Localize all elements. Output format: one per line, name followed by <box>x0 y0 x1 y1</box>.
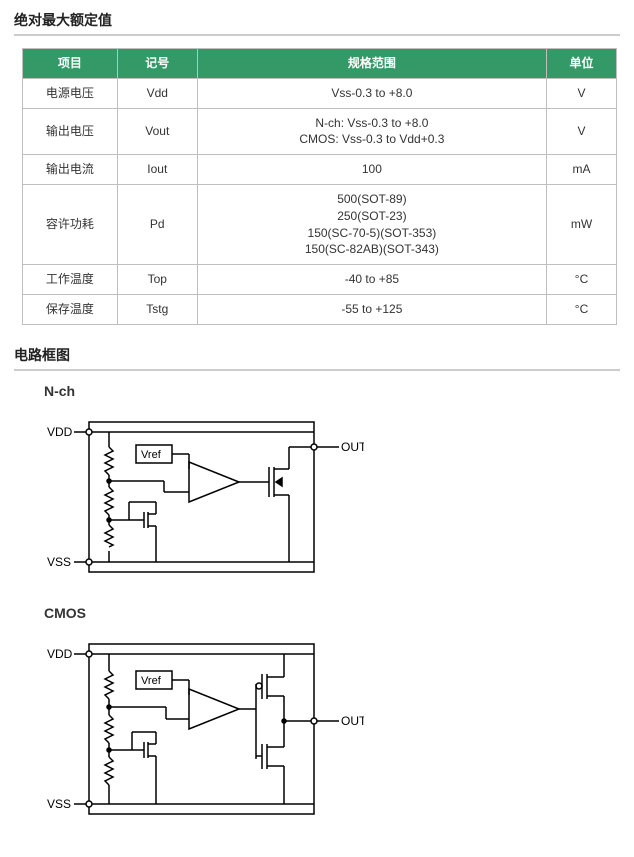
cell-spec: -40 to +85 <box>197 265 546 295</box>
cell-symbol: Pd <box>117 184 197 264</box>
cell-spec: N-ch: Vss-0.3 to +8.0CMOS: Vss-0.3 to Vd… <box>197 108 546 155</box>
cell-unit: V <box>547 108 617 155</box>
cell-unit: V <box>547 78 617 108</box>
cell-unit: °C <box>547 294 617 324</box>
cell-symbol: Vdd <box>117 78 197 108</box>
section-title-ratings: 绝对最大额定值 <box>14 10 620 36</box>
label-vss-cmos: VSS <box>47 797 71 811</box>
th-symbol: 记号 <box>117 49 197 79</box>
cell-spec: Vss-0.3 to +8.0 <box>197 78 546 108</box>
cell-spec: 500(SOT-89)250(SOT-23)150(SC-70-5)(SOT-3… <box>197 184 546 264</box>
table-row: 输出电流Iout100mA <box>23 155 617 185</box>
table-row: 保存温度Tstg-55 to +125°C <box>23 294 617 324</box>
cell-item: 输出电压 <box>23 108 118 155</box>
cell-item: 输出电流 <box>23 155 118 185</box>
diagram-cmos: VDD VSS Vref <box>44 629 620 829</box>
cell-item: 工作温度 <box>23 265 118 295</box>
cell-symbol: Tstg <box>117 294 197 324</box>
diagram-title-nch: N-ch <box>44 383 620 399</box>
label-vdd: VDD <box>47 425 73 439</box>
label-out: OUT <box>341 440 364 454</box>
cell-item: 电源电压 <box>23 78 118 108</box>
label-vref-cmos: Vref <box>141 675 162 687</box>
diagram-nch: VDD VSS Vref <box>44 407 620 587</box>
cell-symbol: Iout <box>117 155 197 185</box>
cell-item: 保存温度 <box>23 294 118 324</box>
cell-item: 容许功耗 <box>23 184 118 264</box>
cell-spec: -55 to +125 <box>197 294 546 324</box>
table-row: 工作温度Top-40 to +85°C <box>23 265 617 295</box>
label-vss: VSS <box>47 555 71 569</box>
ratings-table: 项目 记号 规格范围 单位 电源电压VddVss-0.3 to +8.0V输出电… <box>22 48 617 325</box>
cell-symbol: Top <box>117 265 197 295</box>
cell-symbol: Vout <box>117 108 197 155</box>
table-row: 输出电压VoutN-ch: Vss-0.3 to +8.0CMOS: Vss-0… <box>23 108 617 155</box>
label-vref: Vref <box>141 449 162 461</box>
cell-unit: °C <box>547 265 617 295</box>
th-item: 项目 <box>23 49 118 79</box>
cell-spec: 100 <box>197 155 546 185</box>
th-spec: 规格范围 <box>197 49 546 79</box>
label-vdd-cmos: VDD <box>47 647 73 661</box>
section-title-blockdiagram: 电路框图 <box>14 345 620 371</box>
table-row: 电源电压VddVss-0.3 to +8.0V <box>23 78 617 108</box>
table-row: 容许功耗Pd500(SOT-89)250(SOT-23)150(SC-70-5)… <box>23 184 617 264</box>
diagram-title-cmos: CMOS <box>44 605 620 621</box>
label-out-cmos: OUT <box>341 714 364 728</box>
cell-unit: mW <box>547 184 617 264</box>
table-header-row: 项目 记号 规格范围 单位 <box>23 49 617 79</box>
cell-unit: mA <box>547 155 617 185</box>
th-unit: 单位 <box>547 49 617 79</box>
